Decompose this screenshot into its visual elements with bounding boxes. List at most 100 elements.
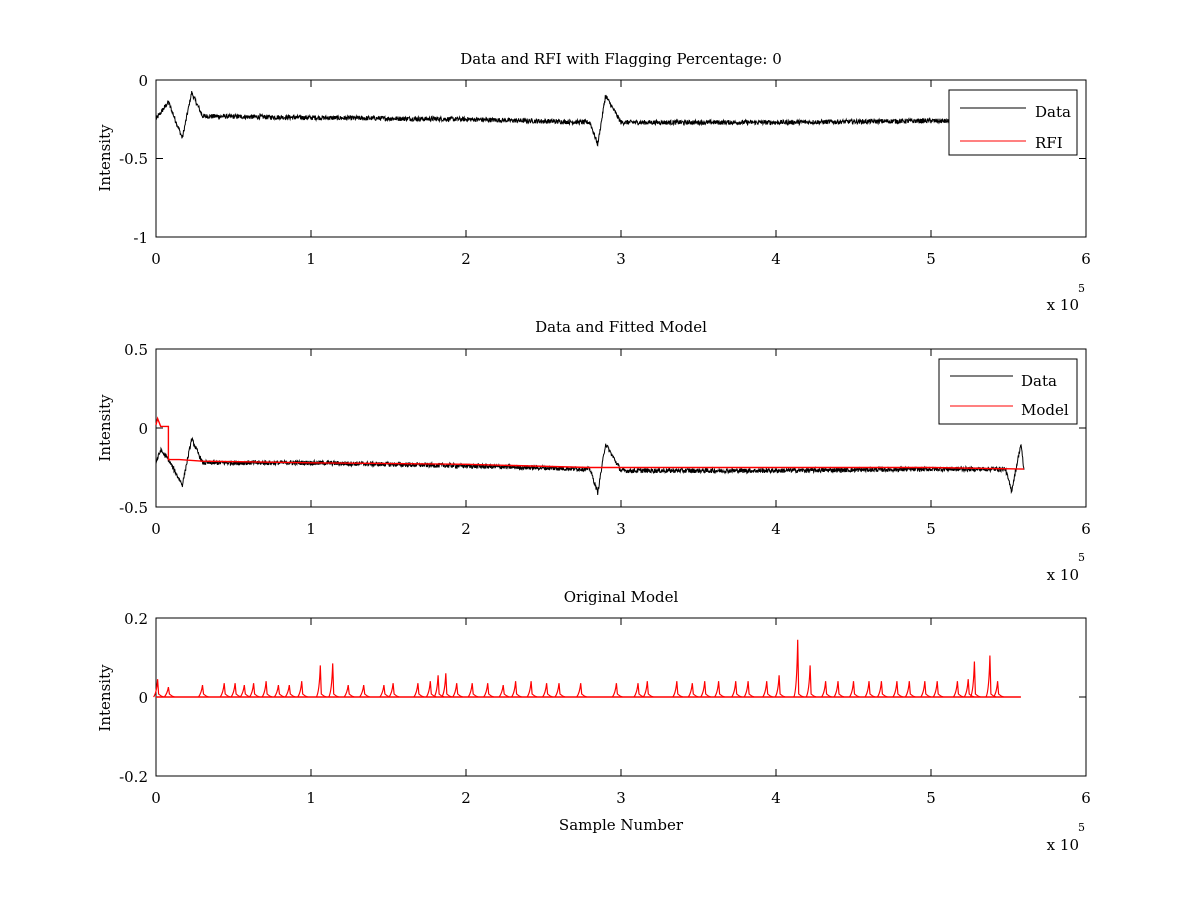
model-spike <box>969 661 981 698</box>
model-spike <box>821 681 832 698</box>
panel-3-plot-area <box>153 617 1087 777</box>
panel-1-y-tick-label: 0 <box>138 72 148 90</box>
model-spike <box>219 683 231 698</box>
model-spike <box>249 683 260 698</box>
panel-3-x-tick-label: 0 <box>151 789 161 807</box>
panel-2-x-exponent: 5 <box>1078 551 1085 564</box>
panel-3-y-tick-label: -0.2 <box>119 768 148 786</box>
panel-2-legend: Data Model <box>938 358 1078 425</box>
model-spike <box>932 681 944 698</box>
model-spike <box>343 685 355 698</box>
model-spike <box>230 683 242 698</box>
panel-2-title: Data and Fitted Model <box>535 318 707 336</box>
panel-2-x-tick-label: 1 <box>306 520 316 538</box>
model-spike <box>633 683 645 698</box>
panel-2-ticks: 0.5 0 -0.5 0 1 2 3 4 5 6 <box>119 341 1091 538</box>
model-spike <box>864 681 876 698</box>
panel-3-x-tick-label: 1 <box>306 789 316 807</box>
panel-1-title: Data and RFI with Flagging Percentage: 0 <box>460 50 782 68</box>
model-spike <box>554 683 566 698</box>
panel-3-title: Original Model <box>564 588 679 606</box>
panel-2-plot-area <box>155 348 1087 508</box>
panel-2-y-tick-label: 0.5 <box>124 341 148 359</box>
panel-3-x-exponent: 5 <box>1078 821 1085 834</box>
model-spike <box>388 683 400 698</box>
panel-1-x-tick-label: 6 <box>1081 250 1091 268</box>
model-spike <box>297 681 308 698</box>
model-spike <box>672 681 683 698</box>
panel-1-legend-box <box>948 89 1078 156</box>
panel-3: Original Model 0.2 0 -0.2 0 1 2 3 4 5 6 … <box>96 588 1091 854</box>
model-spike <box>714 681 725 698</box>
model-spike <box>467 683 479 698</box>
panel-2-axes-box <box>155 348 1087 508</box>
series-line-data <box>155 91 1009 147</box>
model-spike <box>153 679 164 698</box>
model-spike <box>743 681 755 698</box>
legend-label-data: Data <box>1021 372 1057 390</box>
model-spike <box>413 683 425 698</box>
model-spike <box>833 681 845 698</box>
model-spike <box>273 685 285 698</box>
panel-1: Data and RFI with Flagging Percentage: 0… <box>96 50 1091 314</box>
panel-1-x-tick-label: 3 <box>616 250 626 268</box>
panel-2-y-tick-label: 0 <box>138 420 148 438</box>
panel-1-x-tick-label: 1 <box>306 250 316 268</box>
model-spike <box>774 675 786 698</box>
model-spike <box>642 681 654 698</box>
panel-3-x-exponent-label: x 10 <box>1047 836 1079 854</box>
model-spike <box>952 681 964 698</box>
model-spike <box>483 683 494 698</box>
model-spike <box>805 665 817 698</box>
panel-1-x-tick-label: 4 <box>771 250 781 268</box>
model-spike <box>359 685 370 698</box>
panel-1-plot-area <box>155 79 1087 238</box>
model-spike <box>526 681 538 698</box>
model-spike <box>920 681 931 698</box>
panel-1-x-tick-label: 0 <box>151 250 161 268</box>
series-line-model <box>155 416 1025 470</box>
panel-3-x-tick-label: 2 <box>461 789 471 807</box>
model-spike <box>315 665 327 698</box>
model-spike <box>284 685 296 698</box>
panel-3-x-axis-label: Sample Number <box>559 816 684 834</box>
model-spike <box>762 681 773 698</box>
model-spike <box>576 683 587 698</box>
panel-2-x-tick-label: 3 <box>616 520 626 538</box>
panel-1-axes-box <box>155 79 1087 238</box>
panel-2-x-exponent-label: x 10 <box>1047 566 1079 584</box>
panel-1-x-tick-label: 2 <box>461 250 471 268</box>
model-spike <box>452 683 463 698</box>
model-spike <box>904 681 916 698</box>
model-spike <box>441 673 452 698</box>
panel-2-x-tick-label: 2 <box>461 520 471 538</box>
panel-2-y-axis-label: Intensity <box>96 394 114 462</box>
panel-3-x-tick-label: 3 <box>616 789 626 807</box>
model-spike <box>198 685 209 698</box>
series-line-data <box>155 436 1025 495</box>
model-spike <box>892 681 904 698</box>
model-spike <box>700 681 711 698</box>
model-spike <box>849 681 860 698</box>
panel-1-y-tick-label: -1 <box>133 229 148 247</box>
panel-3-x-tick-label: 5 <box>926 789 936 807</box>
model-spike <box>963 679 975 698</box>
model-spike <box>876 681 888 698</box>
panel-3-ticks: 0.2 0 -0.2 0 1 2 3 4 5 6 <box>119 610 1091 807</box>
model-spike <box>498 685 510 698</box>
legend-label-model: Model <box>1021 401 1069 419</box>
panel-1-y-tick-label: -0.5 <box>119 150 148 168</box>
panel-1-y-axis-label: Intensity <box>96 124 114 192</box>
model-spike <box>687 683 699 698</box>
panel-2-x-tick-label: 4 <box>771 520 781 538</box>
legend-label-data: Data <box>1035 103 1071 121</box>
panel-3-y-axis-label: Intensity <box>96 664 114 732</box>
panel-2: Data and Fitted Model 0.5 0 -0.5 0 1 2 3… <box>96 318 1091 584</box>
model-spike <box>328 663 339 698</box>
model-spike <box>511 681 522 698</box>
panel-1-x-tick-label: 5 <box>926 250 936 268</box>
model-spike <box>993 681 1004 698</box>
panel-3-x-tick-label: 4 <box>771 789 781 807</box>
panel-3-x-tick-label: 6 <box>1081 789 1091 807</box>
